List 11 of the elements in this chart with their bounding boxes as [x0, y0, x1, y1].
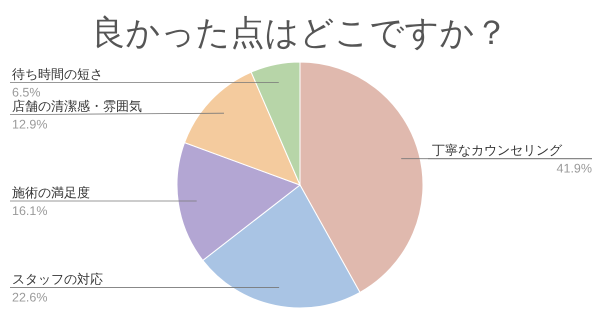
- slice-label: 店舗の清潔感・雰囲気: [12, 98, 142, 114]
- data-label: 6.5%: [12, 86, 40, 100]
- data-label: 16.1%: [12, 204, 48, 218]
- data-label: 12.9%: [12, 118, 48, 132]
- chart-title: 良かった点はどこですか？: [92, 14, 508, 52]
- slice-label: スタッフの対応: [12, 271, 103, 286]
- slice-label: 丁寧なカウンセリング: [432, 142, 563, 158]
- slice-label: 待ち時間の短さ: [12, 66, 103, 82]
- data-label: 22.6%: [12, 290, 48, 304]
- data-label: 41.9%: [556, 162, 592, 176]
- slice-label: 施術の満足度: [12, 185, 90, 200]
